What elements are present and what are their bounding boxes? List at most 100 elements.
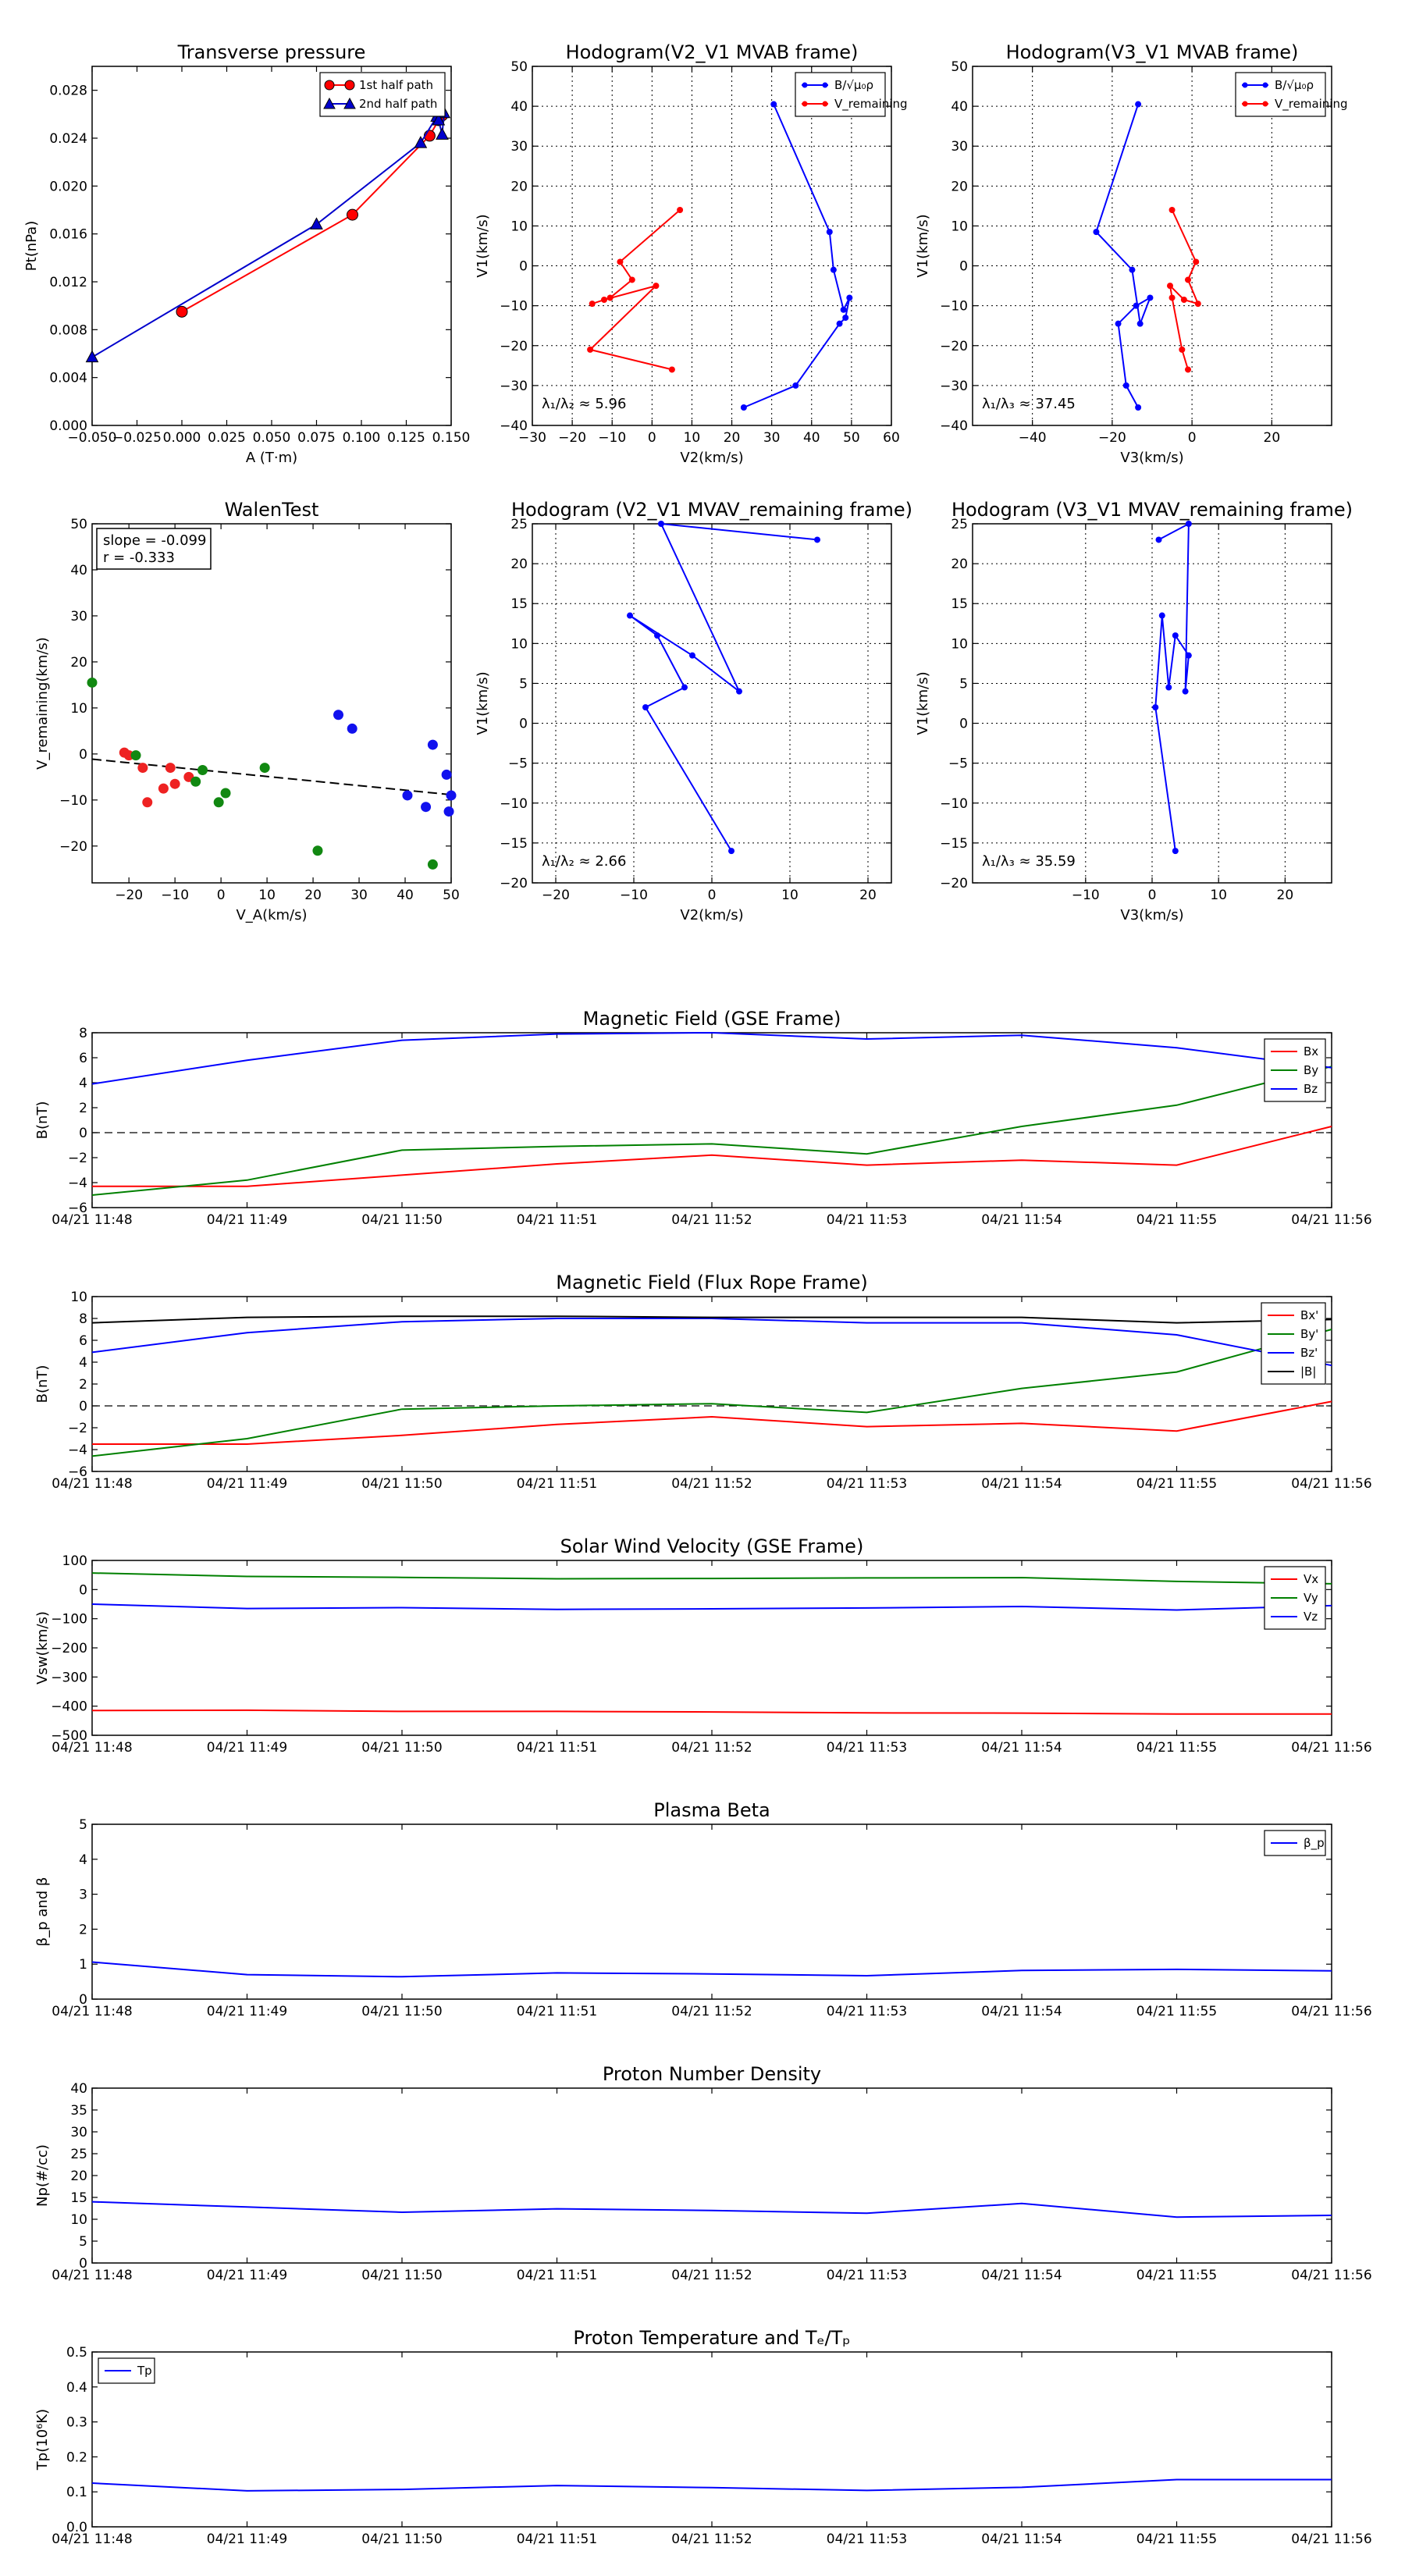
- x-tick-label: 04/21 11:49: [207, 1476, 287, 1492]
- y-tick-label: 0: [79, 1992, 87, 2008]
- y-tick-label: 25: [70, 2147, 87, 2162]
- chart-tpt: 04/21 11:48 04/21 11:49 04/21 11:50 04/21 1…: [34, 2327, 1372, 2547]
- chart-tp: −0.050−0.025 0.000 0.025 0.050 0.075 0.100 0.1…: [23, 41, 470, 466]
- data-point: [840, 306, 847, 313]
- y-tick-label: 50: [70, 517, 87, 532]
- x-tick-label: 04/21 11:50: [361, 1740, 442, 1756]
- chart-title: Magnetic Field (Flux Rope Frame): [556, 1272, 867, 1293]
- data-point: [1172, 848, 1179, 855]
- y-tick-label: 0: [959, 717, 968, 732]
- legend-marker: [1262, 82, 1268, 88]
- legend-marker: [1242, 82, 1248, 88]
- y-axis-label: V_remaining(km/s): [34, 637, 51, 770]
- x-axis-label: V3(km/s): [1120, 907, 1183, 923]
- hodogram-line: [1154, 522, 1190, 852]
- legend-marker: [323, 97, 336, 109]
- legend-label: By: [1304, 1063, 1318, 1077]
- legend-marker: [343, 97, 356, 109]
- y-tick-label: −2: [68, 1421, 87, 1436]
- data-point: [1122, 382, 1129, 389]
- y-tick-label: 10: [510, 636, 528, 652]
- data-point: [642, 704, 649, 711]
- x-tick-label: 04/21 11:50: [361, 2268, 442, 2283]
- chart-title: Hodogram(V3_V1 MVAB frame): [1006, 41, 1299, 63]
- hodogram-line: [743, 104, 851, 408]
- x-tick-label: 04/21 11:48: [52, 2532, 132, 2547]
- x-tick-label: 04/21 11:53: [827, 1476, 907, 1492]
- y-tick-label: −100: [51, 1612, 87, 1628]
- scatter-point: [165, 763, 176, 774]
- data-point: [432, 112, 446, 126]
- x-tick-label: 20: [1277, 888, 1294, 903]
- y-tick-label: −2: [68, 1151, 87, 1166]
- series-line-Bz': [91, 1318, 1332, 1367]
- data-point: [1194, 301, 1201, 308]
- data-point: [85, 350, 99, 363]
- x-tick-label: −10: [598, 430, 626, 446]
- y-tick-label: −200: [51, 1641, 87, 1656]
- y-axis-label: Pt(nPa): [23, 221, 40, 271]
- ratio-annotation: λ₁/λ₂ ≈ 2.66: [542, 853, 626, 870]
- walen-annotation: r = -0.333: [103, 550, 175, 566]
- chart-title: Proton Temperature and Tₑ/Tₚ: [573, 2327, 850, 2349]
- data-point: [836, 320, 843, 327]
- data-point: [846, 294, 853, 301]
- data-point: [654, 632, 660, 639]
- x-tick-label: 0.150: [432, 430, 471, 446]
- series-line-Vz: [91, 1603, 1332, 1611]
- chart-beta: 04/21 11:48 04/21 11:49 04/21 11:50 04/21 1…: [34, 1799, 1372, 2019]
- y-tick-label: 2: [79, 1377, 87, 1393]
- data-point: [1133, 302, 1140, 309]
- chart-title: Plasma Beta: [653, 1799, 770, 1821]
- x-tick-label: 04/21 11:48: [52, 2004, 132, 2019]
- x-tick-label: 04/21 11:55: [1136, 2004, 1217, 2019]
- legend-label: By': [1300, 1327, 1318, 1341]
- y-tick-label: −40: [940, 418, 968, 434]
- ratio-annotation: λ₁/λ₃ ≈ 35.59: [982, 853, 1076, 870]
- chart-np: 04/21 11:48 04/21 11:49 04/21 11:50 04/21 1…: [34, 2063, 1372, 2283]
- y-tick-label: −30: [500, 379, 528, 394]
- x-tick-label: 04/21 11:55: [1136, 1212, 1217, 1228]
- data-point: [1172, 632, 1179, 639]
- y-tick-label: −20: [940, 876, 968, 891]
- data-point: [1185, 521, 1192, 527]
- x-tick-label: 0.125: [387, 430, 425, 446]
- y-axis-label: V1(km/s): [475, 214, 491, 277]
- data-point: [1185, 276, 1191, 283]
- y-tick-label: 2: [79, 1922, 87, 1937]
- y-tick-label: 3: [79, 1888, 87, 1903]
- x-tick-label: 0.025: [208, 430, 246, 446]
- data-point: [1167, 283, 1173, 290]
- legend-label: β_p: [1304, 1836, 1325, 1851]
- x-tick-label: 04/21 11:53: [827, 2268, 907, 2283]
- chart-title: WalenTest: [225, 499, 319, 521]
- y-axis-label: B(nT): [34, 1101, 51, 1140]
- y-tick-label: −20: [59, 839, 87, 855]
- chart-walen: −20 −10 0 10 20 30 40 50 −20 −10 0 10 20 30 40 50 WalenT…: [34, 499, 460, 923]
- y-axis-label: Vsw(km/s): [34, 1611, 51, 1685]
- x-tick-label: 04/21 11:50: [361, 1476, 442, 1492]
- legend-label: Vz: [1304, 1610, 1318, 1624]
- y-tick-label: 20: [70, 2169, 87, 2184]
- y-tick-label: 4: [79, 1852, 87, 1868]
- y-axis-label: β_p and β: [34, 1877, 51, 1947]
- y-tick-label: −500: [51, 1728, 87, 1744]
- legend-label: Bx': [1300, 1308, 1318, 1322]
- legend-marker: [802, 101, 808, 107]
- x-tick-label: 04/21 11:49: [207, 2268, 287, 2283]
- data-point: [668, 366, 675, 373]
- x-tick-label: 04/21 11:56: [1291, 2268, 1371, 2283]
- data-point: [601, 297, 607, 303]
- x-tick-label: 04/21 11:55: [1136, 1476, 1217, 1492]
- x-tick-label: 0.000: [163, 430, 201, 446]
- x-tick-label: 50: [443, 888, 460, 903]
- x-tick-label: 04/21 11:54: [981, 1476, 1062, 1492]
- legend-marker: [1262, 101, 1268, 107]
- data-point: [1093, 229, 1100, 236]
- data-point: [1168, 294, 1176, 301]
- y-tick-label: 0.2: [66, 2450, 87, 2465]
- x-tick-label: 04/21 11:55: [1136, 2532, 1217, 2547]
- y-tick-label: 10: [510, 219, 528, 234]
- y-tick-label: 8: [79, 1026, 87, 1041]
